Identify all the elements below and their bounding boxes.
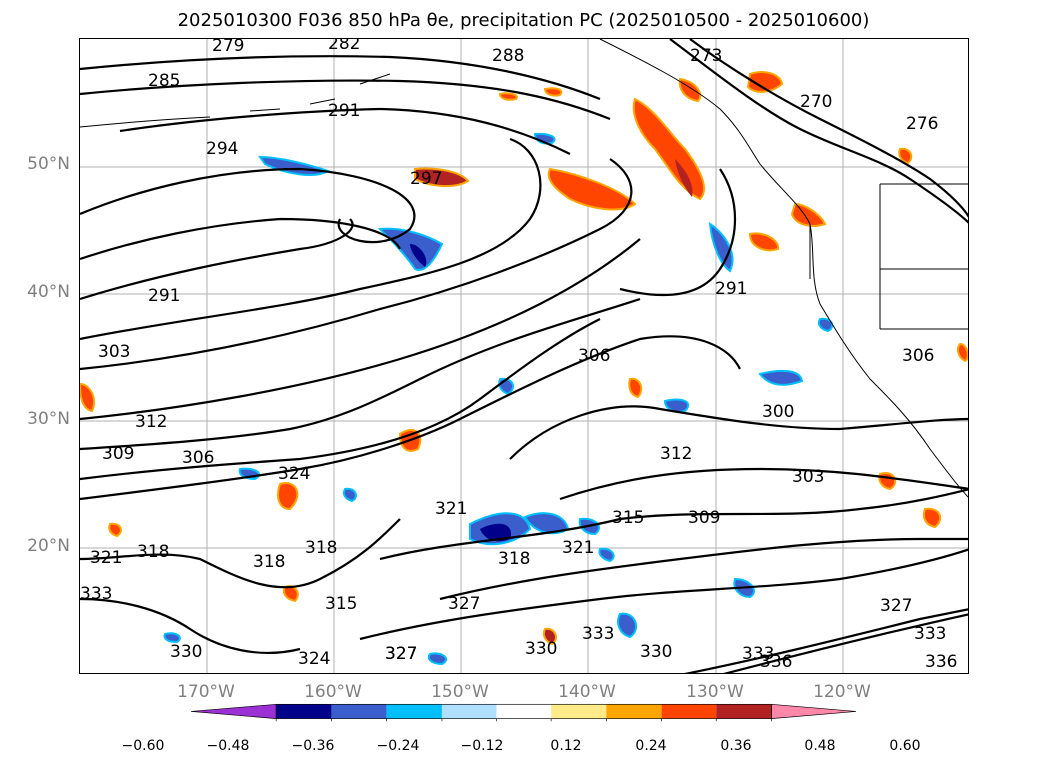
- contour-label: 300: [762, 402, 794, 422]
- contour-label: 306: [182, 448, 214, 468]
- contour-label: 333: [80, 584, 112, 604]
- lon-label-160w: 160°W: [304, 682, 362, 702]
- colorbar-tick: 0.12: [550, 738, 582, 754]
- contour-label: 321: [90, 548, 122, 568]
- colorbar-tick: −0.48: [206, 738, 250, 754]
- contour-label: 327: [385, 644, 417, 664]
- contour-label: 303: [792, 467, 824, 487]
- contour-label: 324: [298, 649, 330, 669]
- contour-label: 318: [253, 552, 285, 572]
- contour-label: 315: [325, 594, 357, 614]
- lon-label-150w: 150°W: [431, 682, 489, 702]
- contour-label: 288: [492, 46, 524, 66]
- lon-label-140w: 140°W: [558, 682, 616, 702]
- contour-label: 291: [715, 279, 747, 299]
- contour-label: 306: [902, 346, 934, 366]
- colorbar-tick: −0.12: [460, 738, 504, 754]
- contour-label: 327: [385, 644, 417, 664]
- theta-e-contours: [80, 39, 968, 673]
- figure-title: 2025010300 F036 850 hPa θe, precipitatio…: [177, 10, 870, 31]
- contour-label: 318: [137, 542, 169, 562]
- contour-label: 321: [562, 538, 594, 558]
- colorbar-tick: −0.24: [376, 738, 420, 754]
- contour-label: 291: [148, 286, 180, 306]
- contour-map: 279 282 285 288 291 294 297 276 273 270 …: [80, 39, 968, 673]
- contour-label: 312: [660, 444, 692, 464]
- contour-label: 285: [148, 71, 180, 91]
- contour-label: 276: [906, 114, 938, 134]
- contour-label: 312: [135, 412, 167, 432]
- lat-label-40n: 40°N: [27, 282, 70, 302]
- contour-label: 270: [800, 92, 832, 112]
- contour-label: 327: [448, 594, 480, 614]
- colorbar-tick: −0.36: [291, 738, 335, 754]
- contour-label: 318: [498, 549, 530, 569]
- contour-label: 309: [688, 508, 720, 528]
- contour-label: 297: [410, 169, 442, 189]
- colorbar-tick: −0.60: [121, 738, 165, 754]
- colorbar: [190, 703, 857, 722]
- contour-label: 294: [206, 139, 238, 159]
- contour-label: 330: [525, 639, 557, 659]
- contour-label: 330: [640, 642, 672, 662]
- precip-positive: [80, 71, 968, 646]
- contour-label: 318: [305, 538, 337, 558]
- contour-label: 324: [278, 464, 310, 484]
- coastlines: [80, 39, 968, 498]
- colorbar-tick: 0.36: [720, 738, 752, 754]
- lat-label-50n: 50°N: [27, 154, 70, 174]
- contour-label: 273: [690, 46, 722, 66]
- contour-label: 291: [328, 101, 360, 121]
- contour-label: 333: [742, 644, 774, 664]
- contour-label: 282: [328, 39, 360, 54]
- map-panel: 279 282 285 288 291 294 297 276 273 270 …: [79, 38, 969, 674]
- colorbar-tick: 0.24: [635, 738, 667, 754]
- contour-label: 321: [435, 499, 467, 519]
- lon-label-170w: 170°W: [177, 682, 235, 702]
- graticule: [80, 39, 968, 673]
- contour-label: 333: [582, 624, 614, 644]
- lon-label-120w: 120°W: [813, 682, 871, 702]
- precip-negative: [163, 132, 834, 666]
- contour-label: 330: [170, 642, 202, 662]
- lon-label-130w: 130°W: [686, 682, 744, 702]
- contour-label: 279: [212, 39, 244, 56]
- contour-label: 336: [760, 652, 792, 672]
- contour-label: 303: [98, 342, 130, 362]
- contour-label: 309: [102, 444, 134, 464]
- contour-label: 315: [612, 508, 644, 528]
- contour-label: 306: [578, 346, 610, 366]
- colorbar-tick: 0.60: [889, 738, 921, 754]
- colorbar-tick: 0.48: [804, 738, 836, 754]
- contour-label: 336: [925, 652, 957, 672]
- contour-label: 327: [880, 596, 912, 616]
- contour-label: 333: [914, 624, 946, 644]
- contour-labels: 279 282 285 288 291 294 297 276 273 270 …: [80, 39, 957, 672]
- lat-label-20n: 20°N: [27, 536, 70, 556]
- lat-label-30n: 30°N: [27, 409, 70, 429]
